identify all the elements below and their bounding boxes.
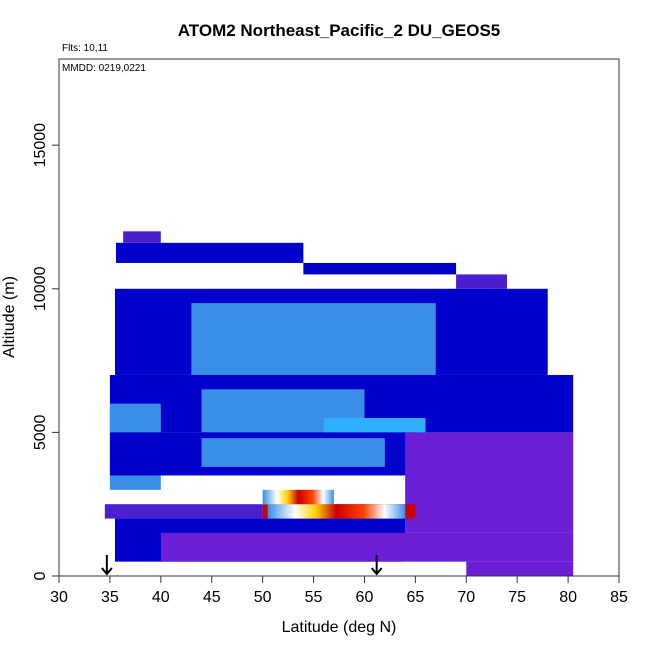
plot-frame — [58, 58, 620, 577]
x-tick-label: 65 — [406, 589, 424, 606]
peak-band — [267, 504, 406, 519]
y-axis-label: Altitude (m) — [1, 276, 18, 358]
x-tick-label: 50 — [254, 589, 272, 606]
heatmap-cell — [405, 432, 574, 533]
flights-label: Flts: 10,11 — [62, 43, 108, 54]
x-tick-label: 35 — [101, 589, 119, 606]
plot-area — [104, 231, 574, 576]
heatmap-cell — [456, 274, 507, 289]
heatmap-cell — [116, 242, 304, 263]
peak-band-upper — [262, 489, 334, 505]
y-tick-label: 15000 — [32, 123, 49, 168]
mmdd-label: MMDD: 0219,0221 — [62, 63, 146, 74]
heatmap-cell — [201, 438, 385, 467]
heatmap-cell — [466, 561, 574, 576]
heatmap-cell — [303, 262, 457, 275]
x-tick-label: 30 — [50, 589, 68, 606]
y-tick-label: 5000 — [32, 414, 49, 450]
x-axis-label: Latitude (deg N) — [282, 619, 397, 636]
x-tick-label: 55 — [305, 589, 323, 606]
arrow-head — [370, 567, 383, 576]
flight-arrows — [101, 555, 383, 576]
x-tick-label: 60 — [356, 589, 374, 606]
x-tick-label: 85 — [610, 589, 628, 606]
x-axis: 30 35 40 45 50 55 60 65 70 75 80 85 — [50, 576, 628, 606]
x-tick-label: 75 — [508, 589, 526, 606]
y-tick-label: 10000 — [32, 266, 49, 311]
heatmap-cell — [104, 504, 263, 519]
heatmap-cell — [123, 231, 161, 243]
x-tick-label: 70 — [457, 589, 475, 606]
x-tick-label: 40 — [152, 589, 170, 606]
x-tick-label: 45 — [203, 589, 221, 606]
chart-title: ATOM2 Northeast_Pacific_2 DU_GEOS5 — [178, 21, 501, 40]
x-tick-label: 80 — [559, 589, 577, 606]
y-axis: 0 5000 10000 15000 — [32, 123, 59, 580]
y-tick-label: 0 — [32, 571, 49, 580]
heatmap-cell — [160, 532, 574, 562]
heatmap-cell — [191, 303, 436, 375]
arrow-head — [101, 567, 113, 576]
